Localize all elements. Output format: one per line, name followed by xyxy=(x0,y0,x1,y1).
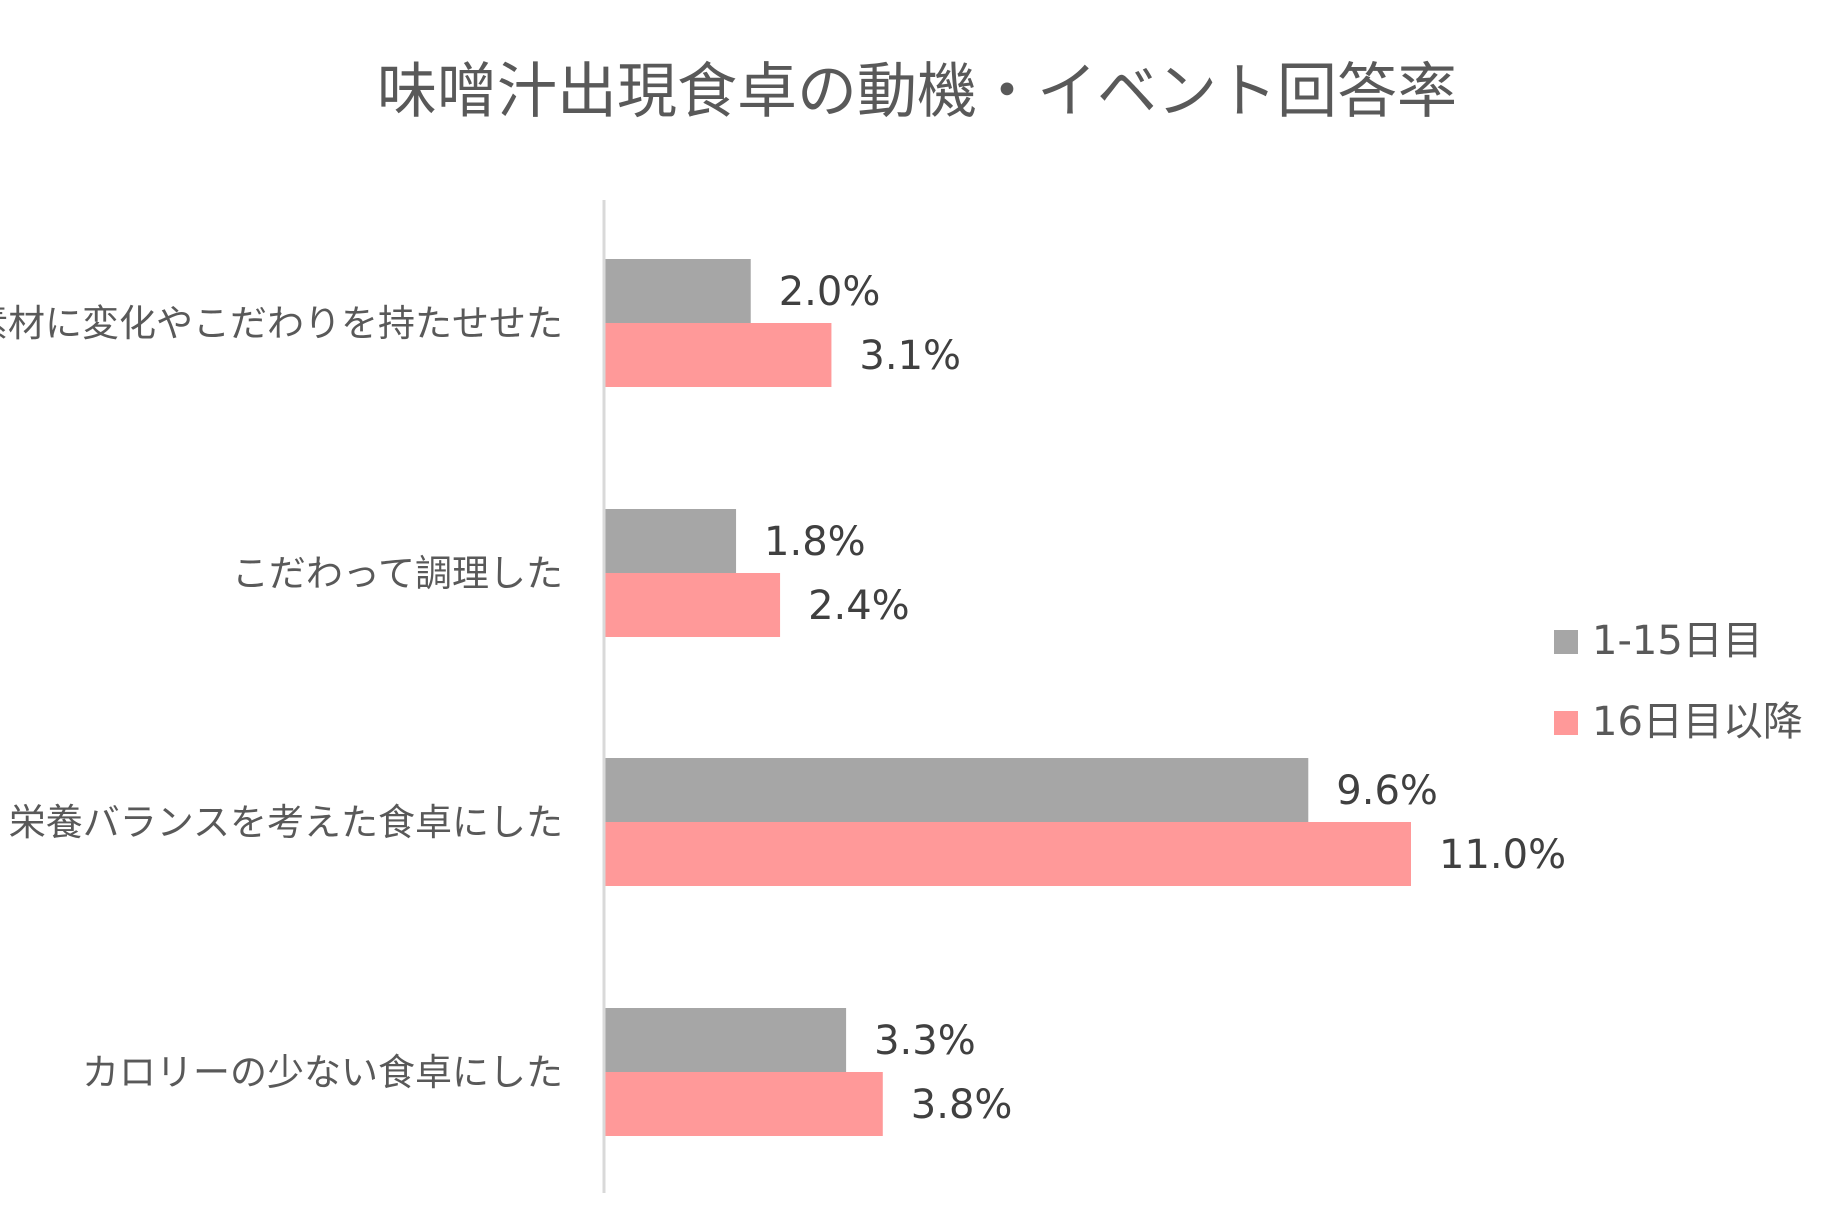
legend-swatch xyxy=(1554,711,1578,735)
bar-series-1 xyxy=(604,509,737,573)
bar-series-2 xyxy=(604,822,1411,886)
bar-series-1 xyxy=(604,758,1309,822)
chart-title: 味噌汁出現食卓の動機・イベント回答率 xyxy=(377,57,1457,127)
bar-series-1 xyxy=(604,259,751,323)
bar-series-2 xyxy=(604,573,781,637)
data-label: 11.0% xyxy=(1439,832,1566,878)
legend-swatch xyxy=(1554,630,1578,654)
legend: 1-15日目 16日目以降 xyxy=(1554,618,1803,745)
category-label: カロリーの少ない食卓にした xyxy=(82,1051,563,1094)
bar-series-1 xyxy=(604,1008,847,1072)
data-label: 2.4% xyxy=(808,583,910,629)
bars-layer xyxy=(604,259,1411,1136)
category-label: こだわって調理した xyxy=(232,552,563,595)
data-label: 3.1% xyxy=(859,333,961,379)
labels-layer: 素材に変化やこだわりを持たせせた 2.0% 3.1% こだわって調理した 1.8% 2.4… xyxy=(0,269,1566,1128)
category-label: 素材に変化やこだわりを持たせせた xyxy=(0,302,563,345)
data-label: 3.3% xyxy=(874,1018,976,1064)
legend-label: 16日目以降 xyxy=(1592,699,1803,745)
legend-label: 1-15日目 xyxy=(1592,618,1763,664)
data-label: 2.0% xyxy=(779,269,881,315)
data-label: 9.6% xyxy=(1336,768,1438,814)
data-label: 1.8% xyxy=(764,519,866,565)
bar-series-2 xyxy=(604,1072,883,1136)
category-label: 栄養バランスを考えた食卓にした xyxy=(9,801,563,844)
data-label: 3.8% xyxy=(911,1082,1013,1128)
bar-series-2 xyxy=(604,323,832,387)
